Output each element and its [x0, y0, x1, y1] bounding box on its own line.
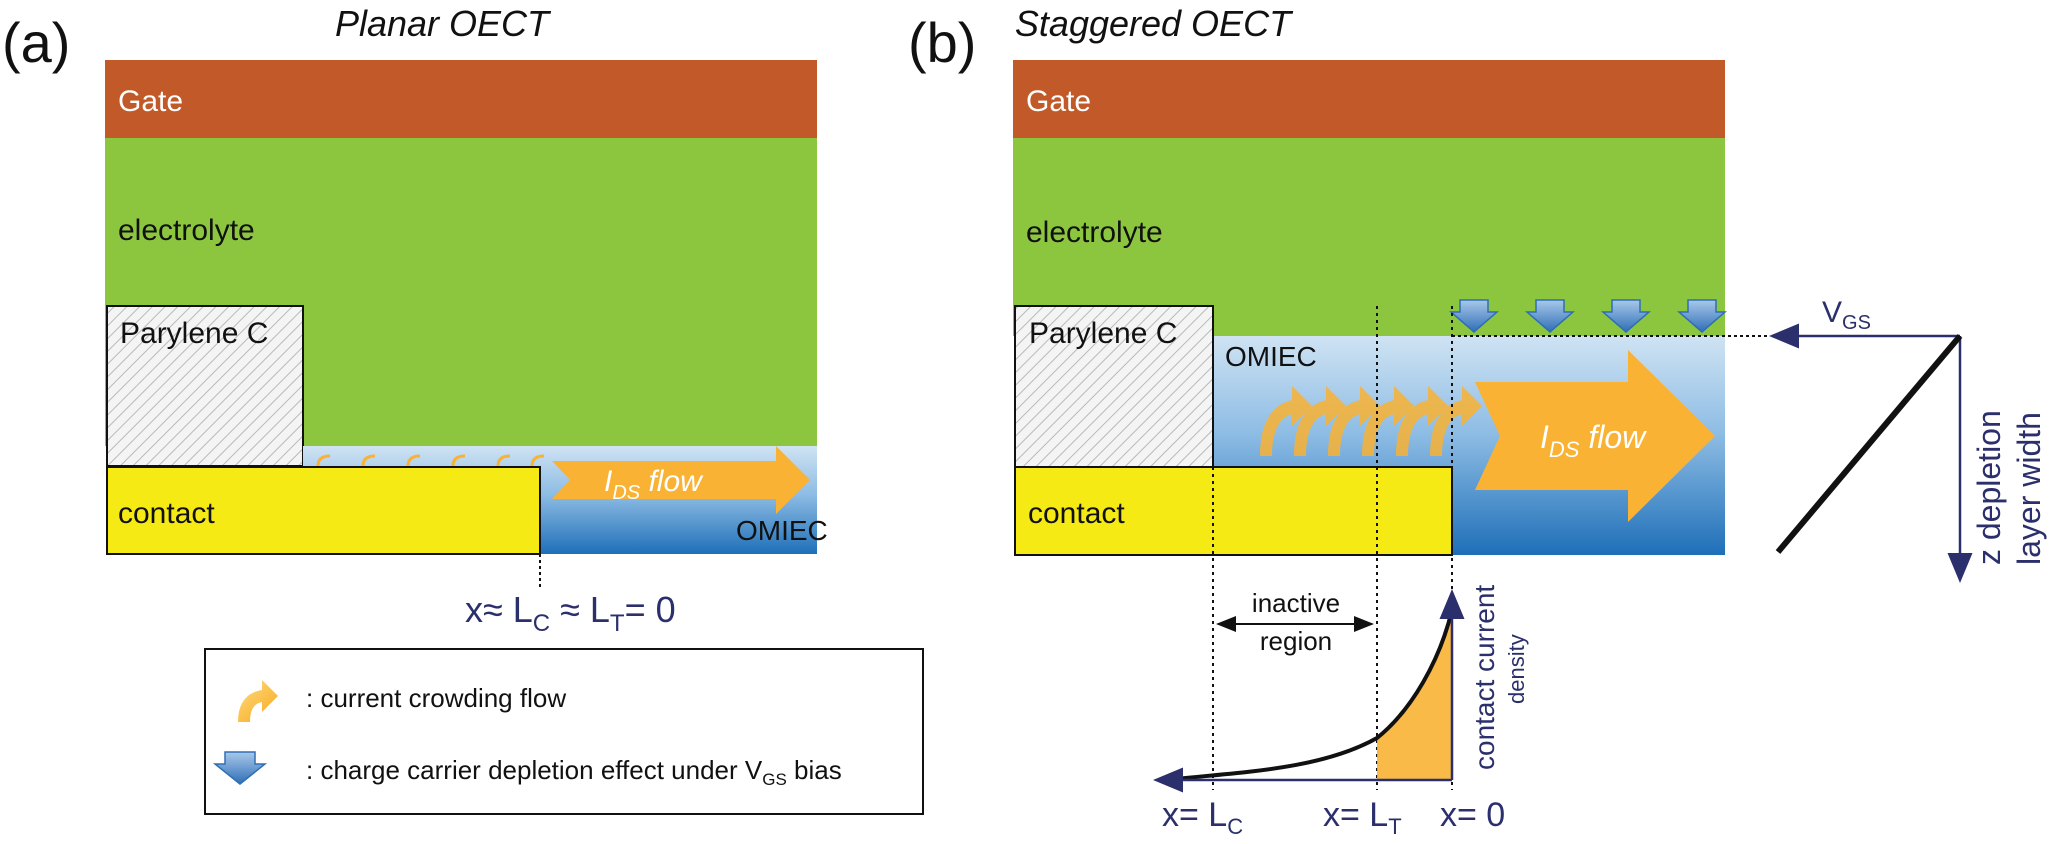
ids-flow-arrow-b	[1475, 350, 1715, 522]
contact-label-a: contact	[118, 497, 215, 530]
panel-a: (a) Planar OECT Gate electrolyte Parylen…	[2, 3, 828, 637]
panel-a-letter: (a)	[2, 11, 70, 74]
down-arrow-icon	[1676, 299, 1728, 333]
ids-flow-label-b: IDS flow	[1540, 419, 1647, 462]
ids-rest-b: flow	[1579, 419, 1647, 455]
parylene-label-b: Parylene C	[1029, 317, 1177, 350]
curved-arrow-icon	[530, 454, 545, 467]
ids-sub-a: DS	[612, 482, 640, 504]
legend-dep-sub: GS	[762, 770, 787, 789]
x-lt-pre: x= L	[1323, 796, 1388, 834]
curved-arrow-icon	[1316, 386, 1380, 456]
vgs-main: V	[1822, 296, 1842, 329]
x-lc-label: x= LC	[1162, 796, 1243, 839]
parylene-label-a: Parylene C	[120, 317, 268, 350]
depletion-line2: layer width	[2011, 412, 2047, 565]
parylene-block-a	[106, 305, 304, 467]
current-density-curve	[1164, 609, 1454, 782]
gate-label-a: Gate	[118, 85, 183, 118]
legend-dep-post: bias	[787, 755, 842, 785]
depletion-label: z depletion layer width	[1971, 401, 2047, 565]
panel-b-title: Staggered OECT	[1015, 3, 1294, 44]
omiec-label-b: OMIEC	[1225, 341, 1317, 372]
ids-main-b: I	[1540, 419, 1549, 455]
legend-dep-pre: : charge carrier depletion effect under …	[306, 755, 763, 785]
curved-arrow-icon	[406, 454, 421, 467]
current-crowding-arrows-a	[316, 454, 545, 467]
current-density-fill	[1377, 610, 1452, 780]
omiec-label-a: OMIEC	[736, 515, 828, 546]
ids-flow-label-a: IDS flow	[604, 465, 704, 504]
curved-arrow-icon	[496, 454, 511, 467]
ids-sub-b: DS	[1549, 437, 1580, 462]
depletion-line1: z depletion	[1971, 410, 2007, 565]
curved-arrow-icon	[316, 454, 331, 467]
pos-a-pre: x≈ L	[465, 589, 533, 630]
gate-label-b: Gate	[1026, 85, 1091, 118]
x-lt-label: x= LT	[1323, 796, 1402, 839]
curved-arrow-icon	[1384, 386, 1448, 456]
inactive-label-1: inactive	[1252, 588, 1340, 618]
electrolyte-label-b: electrolyte	[1026, 216, 1163, 249]
density-label: contact current density	[1469, 580, 1529, 770]
down-arrow-icon	[212, 751, 268, 785]
gate-layer-a	[105, 60, 817, 138]
x-lc-sub: C	[1227, 814, 1243, 839]
legend-depletion-label: : charge carrier depletion effect under …	[306, 755, 842, 789]
curved-arrow-icon	[232, 680, 278, 722]
current-crowding-arrows-b	[1248, 386, 1482, 456]
electrolyte-layer-b	[1013, 138, 1725, 336]
ids-main-a: I	[604, 465, 612, 498]
electrolyte-label-a: electrolyte	[118, 214, 255, 247]
pos-a-sub1: C	[533, 610, 550, 637]
curved-arrow-icon	[1418, 386, 1482, 456]
vgs-sub: GS	[1842, 312, 1871, 334]
ids-rest-a: flow	[640, 465, 704, 498]
curved-arrow-icon	[1350, 386, 1414, 456]
down-arrow-icon	[1600, 299, 1652, 333]
ids-flow-arrow-a	[552, 446, 810, 514]
panel-b-letter: (b)	[908, 11, 976, 74]
curved-arrow-icon	[1282, 386, 1346, 456]
x-zero-label: x= 0	[1440, 796, 1505, 834]
curved-arrow-icon	[1248, 386, 1312, 456]
contact-label-b: contact	[1028, 497, 1125, 530]
pos-a-sub2: T	[610, 610, 625, 637]
x-lt-sub: T	[1388, 814, 1401, 839]
down-arrow-icon	[1524, 299, 1576, 333]
gate-layer-b	[1013, 60, 1725, 138]
legend: : current crowding flow : charge carrier…	[204, 648, 924, 815]
legend-crowding-label: : current crowding flow	[306, 683, 566, 713]
inactive-label-2: region	[1260, 626, 1332, 656]
down-arrow-icon	[1448, 299, 1500, 333]
x-lc-pre: x= L	[1162, 796, 1227, 834]
parylene-block-b	[1014, 305, 1214, 468]
contact-block-a	[106, 466, 541, 555]
depletion-width-line	[1775, 334, 1963, 554]
panel-a-title: Planar OECT	[335, 3, 552, 44]
density-line2: density	[1504, 634, 1529, 704]
curved-arrow-icon	[451, 454, 466, 467]
legend-box	[204, 648, 924, 815]
curved-arrow-icon	[361, 454, 376, 467]
contact-block-b	[1014, 466, 1453, 556]
vgs-label: VGS	[1822, 296, 1871, 334]
pos-a-mid: ≈ L	[550, 589, 610, 630]
pos-a-post: = 0	[625, 589, 676, 630]
depletion-arrows-b	[1448, 299, 1728, 333]
position-label-a: x≈ LC ≈ LT= 0	[465, 589, 676, 637]
density-line1: contact current	[1469, 585, 1500, 770]
panel-b: (b) Staggered OECT Gate electrolyte OMIE…	[908, 3, 2047, 839]
